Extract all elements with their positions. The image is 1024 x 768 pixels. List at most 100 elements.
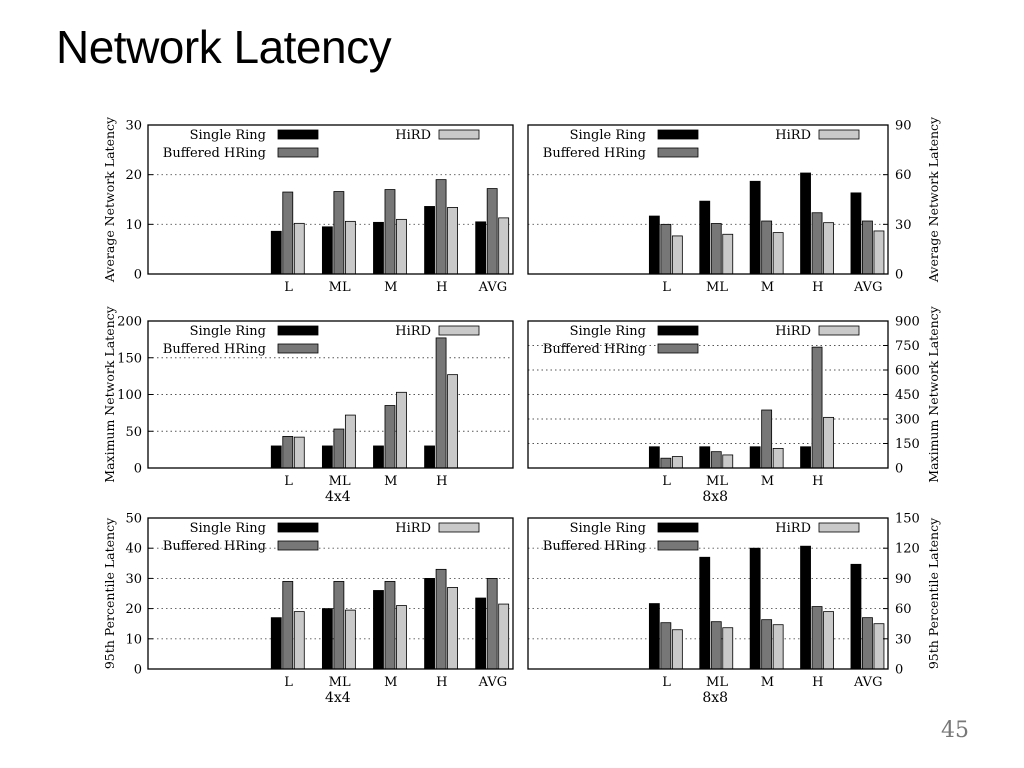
bar-single-ring-m [373,590,384,670]
bar-single-ring-h [800,446,811,469]
x-tick-label: AVG [478,280,508,295]
x-tick-label: M [384,474,397,489]
x-tick-label: M [761,474,774,489]
x-tick-label: L [662,280,671,295]
bar-buffered-hring-m [384,581,396,670]
bar-hird-h [447,587,458,670]
y-axis-label: Average Network Latency [926,116,941,283]
y-tick-label: 90 [895,572,912,587]
legend-swatch [277,343,319,354]
bar-buffered-hring-l [660,223,672,275]
bar-hird-m [772,232,784,275]
legend-label: HiRD [395,324,431,339]
legend-swatch [818,129,860,140]
y-tick-label: 100 [117,388,142,403]
y-tick-label: 50 [125,425,142,440]
bar-buffered-hring-m [761,409,773,469]
legend-label: Single Ring [570,521,646,536]
y-tick-label: 30 [125,119,142,134]
y-tick-label: 150 [117,351,142,366]
x-tick-label: M [384,675,397,690]
bar-hird-l [671,456,683,469]
page-number: 45 [941,718,969,743]
y-tick-label: 30 [895,632,912,647]
y-tick-label: 60 [895,168,912,183]
bar-hird-avg [873,230,885,275]
legend-swatch [657,343,699,354]
x-tick-label: L [284,280,293,295]
bar-single-ring-m [749,446,761,469]
bar-single-ring-avg [850,192,862,275]
bar-single-ring-m [373,445,384,469]
y-tick-label: 450 [895,388,920,403]
x-tick-label: ML [329,675,351,690]
legend-swatch [277,325,319,336]
legend-swatch [438,129,480,140]
legend-label: Buffered HRing [543,539,646,554]
chart-panel-1: L ML M H AVG 0 30 60 90 Average Network Latency Si… [527,116,941,295]
y-tick-label: 20 [125,168,142,183]
bar-hird-m [396,391,407,469]
bar-buffered-hring-ml [333,428,345,469]
y-tick-label: 40 [125,542,142,557]
plot-frame [147,124,514,275]
x-tick-label: L [284,675,293,690]
x-axis-label: 4x4 [325,489,351,505]
y-tick-label: 10 [125,218,142,233]
legend-label: Buffered HRing [163,539,266,554]
x-axis-label: 4x4 [325,690,351,706]
bar-hird-avg [498,217,510,275]
bar-single-ring-ml [699,556,711,670]
legend-label: Single Ring [570,128,646,143]
bar-hird-h [823,222,834,275]
bar-single-ring-l [648,215,660,275]
legend-swatch [657,325,699,336]
chart-panel-0: L ML M H AVG 0 10 20 30 Average Network Latency Si… [102,116,514,295]
bar-hird-avg [498,603,510,670]
bar-single-ring-l [648,446,660,469]
x-axis-label: 8x8 [702,489,728,505]
x-tick-label: AVG [853,280,883,295]
bar-buffered-hring-ml [333,581,345,670]
legend-swatch [657,522,699,533]
x-tick-label: L [284,474,293,489]
bar-buffered-hring-l [660,457,672,469]
x-tick-label: ML [329,280,351,295]
plot-frame [527,517,889,670]
y-tick-label: 90 [895,119,912,134]
plot-frame [147,517,514,670]
bar-buffered-hring-h [811,212,823,275]
bar-single-ring-l [270,445,282,469]
bar-hird-ml [722,454,734,469]
y-tick-label: 50 [125,512,142,527]
legend-label: Buffered HRing [543,342,646,357]
bar-hird-m [772,447,784,469]
bar-single-ring-ml [699,446,711,469]
y-axis-label: 95th Percentile Latency [102,517,117,669]
bar-buffered-hring-h [811,606,823,670]
bar-single-ring-h [424,578,435,670]
legend-swatch [818,325,860,336]
x-tick-label: L [662,474,671,489]
bar-single-ring-m [749,180,761,275]
y-tick-label: 0 [134,663,142,678]
legend-label: Buffered HRing [163,342,266,357]
legend-swatch [438,325,480,336]
bar-buffered-hring-avg [862,617,873,670]
bar-buffered-hring-m [384,405,396,469]
y-tick-label: 150 [895,512,920,527]
bar-single-ring-ml [321,608,333,670]
bar-single-ring-avg [475,597,487,670]
y-tick-label: 60 [895,602,912,617]
chart-panel-5: L ML M H AVG 0 30 60 90 120 150 95th Percentile Lat… [527,512,941,706]
bar-buffered-hring-h [811,346,823,469]
legend-label: HiRD [775,521,811,536]
legend-label: Buffered HRing [163,146,266,161]
x-tick-label: H [436,675,447,690]
bar-buffered-hring-h [435,179,447,275]
x-tick-label: H [812,675,823,690]
bar-hird-h [447,374,458,469]
bar-buffered-hring-l [282,435,294,469]
bar-hird-ml [344,609,356,670]
